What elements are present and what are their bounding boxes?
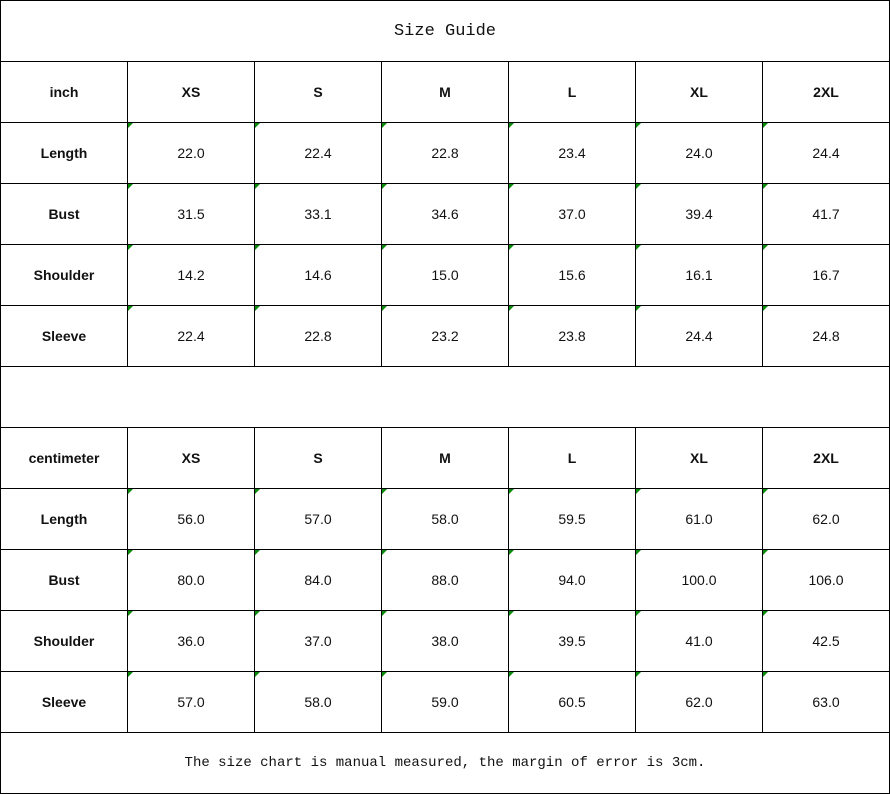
measurement-cell: 37.0	[254, 610, 382, 672]
table-row: Sleeve 22.4 22.8 23.2 23.8 24.4 24.8	[0, 305, 890, 367]
measurement-cell: 59.5	[508, 488, 636, 550]
table-row: Bust 80.0 84.0 88.0 94.0 100.0 106.0	[0, 549, 890, 611]
row-label: Length	[0, 488, 128, 550]
measurement-cell: 22.8	[254, 305, 382, 367]
spacer-row	[0, 366, 890, 428]
measurement-cell: 84.0	[254, 549, 382, 611]
measurement-cell: 41.7	[762, 183, 890, 245]
table-row: Shoulder 14.2 14.6 15.0 15.6 16.1 16.7	[0, 244, 890, 306]
measurement-cell: 22.4	[127, 305, 255, 367]
size-header: XS	[127, 61, 255, 123]
row-label: Sleeve	[0, 305, 128, 367]
measurement-cell: 39.4	[635, 183, 763, 245]
footnote: The size chart is manual measured, the m…	[0, 732, 890, 794]
measurement-cell: 58.0	[381, 488, 509, 550]
size-header: 2XL	[762, 61, 890, 123]
measurement-cell: 36.0	[127, 610, 255, 672]
table-row: Length 56.0 57.0 58.0 59.5 61.0 62.0	[0, 488, 890, 550]
size-header: XS	[127, 427, 255, 489]
measurement-cell: 23.4	[508, 122, 636, 184]
size-header: S	[254, 427, 382, 489]
measurement-cell: 60.5	[508, 671, 636, 733]
measurement-cell: 39.5	[508, 610, 636, 672]
size-header: M	[381, 61, 509, 123]
measurement-cell: 57.0	[127, 671, 255, 733]
row-label: Shoulder	[0, 610, 128, 672]
measurement-cell: 24.4	[762, 122, 890, 184]
table-row: Sleeve 57.0 58.0 59.0 60.5 62.0 63.0	[0, 671, 890, 733]
size-header: L	[508, 61, 636, 123]
measurement-cell: 15.0	[381, 244, 509, 306]
measurement-cell: 42.5	[762, 610, 890, 672]
header-row: centimeter XS S M L XL 2XL	[0, 427, 890, 489]
measurement-cell: 62.0	[762, 488, 890, 550]
row-label: Shoulder	[0, 244, 128, 306]
measurement-cell: 37.0	[508, 183, 636, 245]
measurement-cell: 16.7	[762, 244, 890, 306]
measurement-cell: 24.0	[635, 122, 763, 184]
measurement-cell: 80.0	[127, 549, 255, 611]
measurement-cell: 94.0	[508, 549, 636, 611]
measurement-cell: 63.0	[762, 671, 890, 733]
row-label: Sleeve	[0, 671, 128, 733]
measurement-cell: 22.0	[127, 122, 255, 184]
measurement-cell: 100.0	[635, 549, 763, 611]
measurement-cell: 59.0	[381, 671, 509, 733]
measurement-cell: 23.8	[508, 305, 636, 367]
measurement-cell: 31.5	[127, 183, 255, 245]
measurement-cell: 62.0	[635, 671, 763, 733]
measurement-cell: 34.6	[381, 183, 509, 245]
measurement-cell: 57.0	[254, 488, 382, 550]
size-header: S	[254, 61, 382, 123]
measurement-cell: 24.4	[635, 305, 763, 367]
size-header: M	[381, 427, 509, 489]
measurement-cell: 23.2	[381, 305, 509, 367]
measurement-cell: 88.0	[381, 549, 509, 611]
size-header: XL	[635, 427, 763, 489]
unit-header: inch	[0, 61, 128, 123]
measurement-cell: 14.6	[254, 244, 382, 306]
measurement-cell: 22.8	[381, 122, 509, 184]
measurement-cell: 24.8	[762, 305, 890, 367]
measurement-cell: 14.2	[127, 244, 255, 306]
row-label: Length	[0, 122, 128, 184]
measurement-cell: 106.0	[762, 549, 890, 611]
size-header: 2XL	[762, 427, 890, 489]
unit-header: centimeter	[0, 427, 128, 489]
measurement-cell: 56.0	[127, 488, 255, 550]
measurement-cell: 41.0	[635, 610, 763, 672]
table-row: Shoulder 36.0 37.0 38.0 39.5 41.0 42.5	[0, 610, 890, 672]
measurement-cell: 61.0	[635, 488, 763, 550]
table-row: Bust 31.5 33.1 34.6 37.0 39.4 41.7	[0, 183, 890, 245]
header-row: inch XS S M L XL 2XL	[0, 61, 890, 123]
table-row: Length 22.0 22.4 22.8 23.4 24.0 24.4	[0, 122, 890, 184]
measurement-cell: 15.6	[508, 244, 636, 306]
size-header: L	[508, 427, 636, 489]
page-title: Size Guide	[0, 0, 890, 62]
size-header: XL	[635, 61, 763, 123]
measurement-cell: 16.1	[635, 244, 763, 306]
measurement-cell: 38.0	[381, 610, 509, 672]
measurement-cell: 22.4	[254, 122, 382, 184]
measurement-cell: 33.1	[254, 183, 382, 245]
row-label: Bust	[0, 549, 128, 611]
measurement-cell: 58.0	[254, 671, 382, 733]
row-label: Bust	[0, 183, 128, 245]
